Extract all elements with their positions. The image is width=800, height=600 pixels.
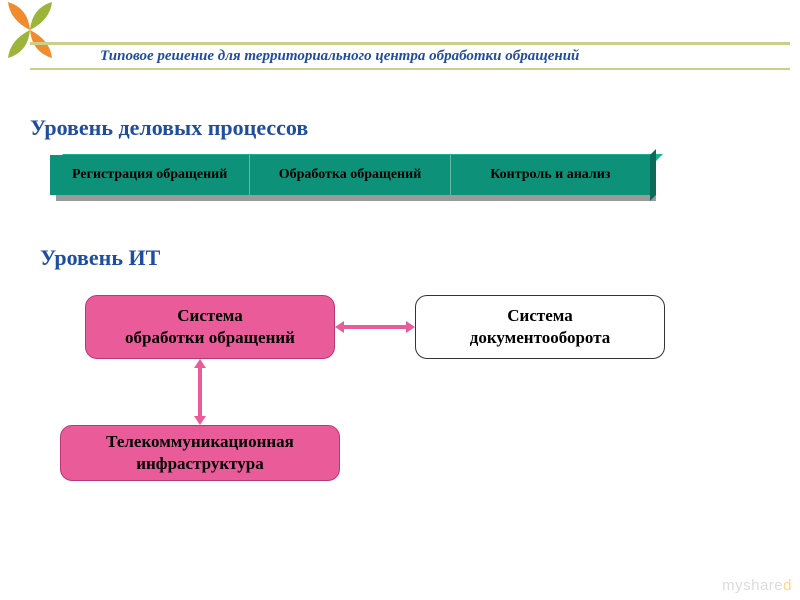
section-title-it: Уровень ИТ <box>40 245 160 271</box>
watermark: myshared <box>722 577 792 594</box>
section-title-business: Уровень деловых процессов <box>30 115 308 141</box>
node-processing-system: Системаобработки обращений <box>85 295 335 359</box>
bar-cell-registration: Регистрация обращений <box>50 155 250 195</box>
page-title: Типовое решение для территориального цен… <box>100 48 579 65</box>
node-telecom: Телекоммуникационнаяинфраструктура <box>60 425 340 481</box>
node-document-system: Системадокументооборота <box>415 295 665 359</box>
bar-cell-control: Контроль и анализ <box>451 155 650 195</box>
process-bar: Регистрация обращений Обработка обращени… <box>50 155 650 195</box>
bar-cell-processing: Обработка обращений <box>250 155 450 195</box>
header-band: Типовое решение для территориального цен… <box>30 42 790 70</box>
